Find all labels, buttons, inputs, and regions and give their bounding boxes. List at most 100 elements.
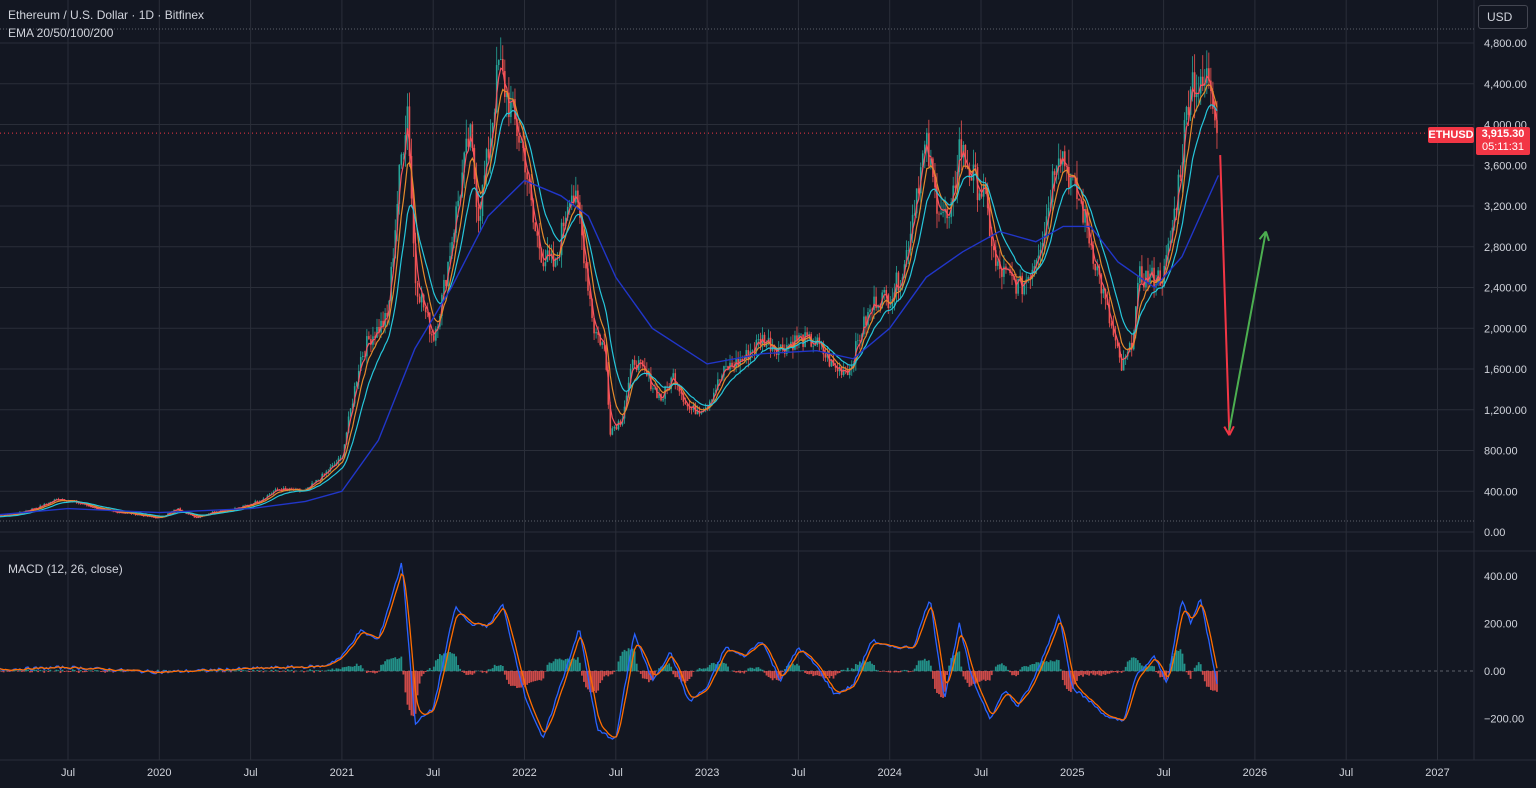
macd-histogram-bar bbox=[654, 671, 656, 674]
macd-histogram-bar bbox=[625, 651, 628, 672]
macd-histogram-bar bbox=[406, 671, 409, 705]
candle-body bbox=[1070, 177, 1072, 188]
macd-histogram-bar bbox=[731, 670, 733, 672]
macd-histogram-bar bbox=[615, 670, 618, 672]
candle-body bbox=[366, 336, 368, 357]
candle-body bbox=[725, 366, 727, 367]
macd-histogram-bar bbox=[854, 664, 857, 672]
candle-body bbox=[863, 316, 865, 335]
macd-line[interactable] bbox=[0, 562, 1218, 740]
macd-histogram-bar bbox=[47, 671, 50, 673]
candle-body bbox=[1114, 335, 1117, 341]
macd-histogram-bar bbox=[992, 670, 995, 672]
time-tick-label: 2026 bbox=[1243, 767, 1267, 779]
macd-histogram-bar bbox=[152, 671, 155, 673]
candle-body bbox=[333, 464, 336, 466]
ema20-line[interactable] bbox=[0, 67, 1218, 519]
time-tick-label: 2023 bbox=[695, 767, 719, 779]
macd-histogram-bar bbox=[767, 671, 770, 677]
forecast-up-arrow[interactable] bbox=[1228, 231, 1267, 431]
candle-body bbox=[538, 235, 541, 249]
macd-histogram-bar bbox=[775, 671, 778, 680]
macd-histogram-bar bbox=[331, 668, 334, 672]
macd-histogram-bar bbox=[1003, 665, 1005, 672]
macd-histogram-bar bbox=[1181, 653, 1184, 672]
candle-body bbox=[566, 206, 569, 218]
time-axis[interactable]: Jul 2020 Jul 2021 Jul 2022 Jul 2023 Jul 2024 Jul 20… bbox=[61, 767, 1450, 779]
ema200-line[interactable] bbox=[0, 175, 1220, 518]
candle-body bbox=[420, 294, 423, 303]
macd-histogram-bar bbox=[1157, 671, 1160, 674]
macd-histogram-bar bbox=[867, 661, 869, 672]
candle-body bbox=[361, 355, 364, 358]
candle-body bbox=[741, 358, 743, 361]
macd-histogram-bar bbox=[57, 670, 60, 672]
candle-body bbox=[1078, 198, 1080, 201]
ema100-line[interactable] bbox=[0, 104, 1218, 519]
ema50-line[interactable] bbox=[0, 83, 1218, 519]
candle-body bbox=[398, 164, 401, 205]
ema-indicator-label[interactable]: EMA 20/50/100/200 bbox=[8, 26, 114, 40]
symbol-title[interactable]: Ethereum / U.S. Dollar · 1D · Bitfinex bbox=[8, 8, 205, 22]
macd-histogram-bar bbox=[118, 670, 121, 672]
macd-indicator-label[interactable]: MACD (12, 26, close) bbox=[8, 562, 123, 576]
macd-histogram-bar bbox=[221, 671, 224, 673]
candle-body bbox=[942, 211, 944, 213]
candle-body bbox=[495, 65, 498, 113]
macd-histogram-bar bbox=[1074, 671, 1076, 685]
macd-histogram-bar bbox=[1096, 671, 1099, 675]
macd-histogram-bar bbox=[743, 671, 746, 674]
macd-histogram-bar bbox=[329, 669, 332, 672]
candle-body bbox=[528, 179, 530, 182]
macd-histogram-bar bbox=[921, 660, 924, 672]
macd-histogram-bar bbox=[349, 666, 352, 672]
macd-histogram-bar bbox=[635, 663, 638, 672]
candle-body bbox=[727, 366, 729, 370]
price-tick-label: 3,200.00 bbox=[1484, 201, 1527, 213]
candle-body bbox=[625, 395, 628, 407]
macd-histogram-bar bbox=[850, 668, 853, 672]
macd-histogram-bar bbox=[400, 656, 403, 672]
signal-line[interactable] bbox=[0, 572, 1218, 738]
candle-body bbox=[940, 212, 942, 215]
forecast-down-arrow[interactable] bbox=[1219, 155, 1231, 436]
macd-histogram-bar bbox=[936, 671, 938, 693]
candle-body bbox=[1037, 255, 1040, 260]
macd-histogram-bar bbox=[759, 668, 762, 672]
macd-histogram-bar bbox=[639, 671, 642, 674]
candle-body bbox=[542, 262, 545, 267]
macd-histogram-bar bbox=[1059, 669, 1062, 672]
macd-histogram-bar bbox=[2, 671, 5, 673]
macd-histogram-bar bbox=[570, 659, 573, 672]
forecast-arrows[interactable] bbox=[1219, 155, 1270, 436]
candle-body bbox=[564, 217, 567, 227]
candle-body bbox=[958, 139, 961, 173]
macd-histogram-bar bbox=[889, 671, 892, 673]
macd-histogram-bar bbox=[645, 671, 648, 680]
candle-body bbox=[516, 119, 518, 136]
price-tick-label: 1,200.00 bbox=[1484, 405, 1527, 417]
price-pane[interactable] bbox=[0, 37, 1474, 519]
candle-body bbox=[824, 354, 827, 358]
macd-histogram-bar bbox=[739, 671, 742, 674]
macd-histogram-bar bbox=[812, 671, 815, 677]
candle-body bbox=[1137, 282, 1139, 307]
macd-histogram-bar bbox=[292, 671, 295, 673]
candle-body bbox=[1187, 107, 1190, 115]
macd-histogram-bar bbox=[1065, 671, 1068, 690]
macd-histogram-bar bbox=[79, 670, 82, 672]
macd-histogram-bar bbox=[473, 671, 476, 674]
macd-histogram-bar bbox=[438, 654, 441, 672]
currency-button[interactable]: USD bbox=[1478, 5, 1528, 29]
macd-pane[interactable] bbox=[0, 562, 1218, 740]
macd-histogram-bar bbox=[75, 671, 78, 672]
macd-histogram-bar bbox=[597, 671, 600, 691]
time-tick-label: Jul bbox=[244, 767, 258, 779]
macd-histogram-bar bbox=[956, 652, 959, 672]
macd-histogram-bar bbox=[599, 671, 602, 684]
candle-body bbox=[917, 188, 920, 194]
macd-histogram-bar bbox=[94, 670, 96, 672]
macd-histogram-bar bbox=[982, 671, 985, 680]
candle-body bbox=[1201, 76, 1204, 86]
macd-histogram-bar bbox=[280, 671, 283, 672]
